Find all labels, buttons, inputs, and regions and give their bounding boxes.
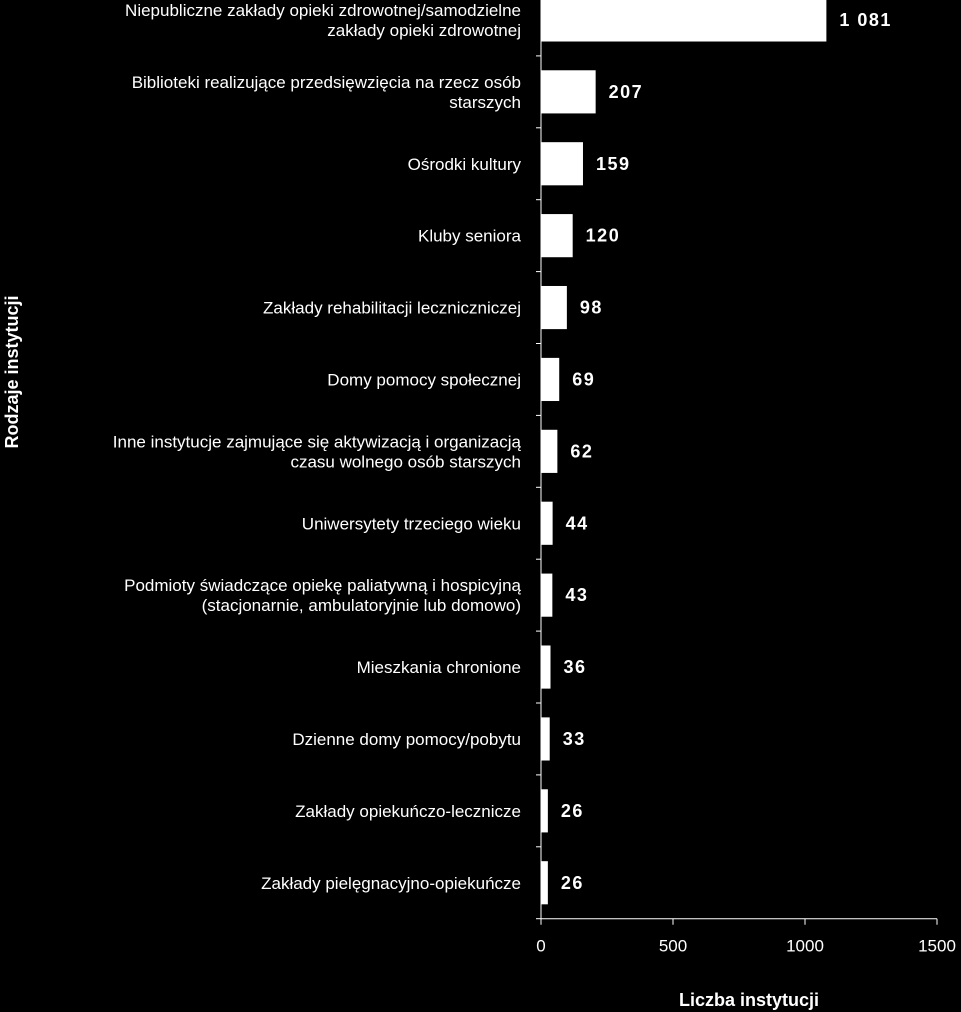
category-label: Podmioty świadczące opiekę paliatywną i … <box>124 576 521 615</box>
bar <box>541 861 548 905</box>
category-label: Zakłady rehabilitacji leczniczniczej <box>263 299 521 318</box>
category-label: Dzienne domy pomocy/pobytu <box>292 730 521 749</box>
category-label-line: Zakłady rehabilitacji leczniczniczej <box>263 299 521 318</box>
value-label: 26 <box>561 801 584 821</box>
bar <box>541 285 567 330</box>
bar <box>541 357 560 402</box>
value-label: 69 <box>572 369 595 389</box>
category-label: Biblioteki realizujące przedsięwzięcia n… <box>132 73 521 112</box>
category-label-line: Ośrodki kultury <box>408 155 522 174</box>
bar <box>541 789 548 833</box>
category-label: Niepubliczne zakłady opieki zdrowotnej/s… <box>125 1 521 40</box>
value-labels: 1 081 207 159 120 98 69 62 44 43 36 33 26 26 <box>561 10 892 893</box>
value-label: 36 <box>564 657 587 677</box>
bar <box>541 573 553 617</box>
bar <box>541 717 550 761</box>
axis-layer <box>540 0 937 920</box>
category-label-line: Podmioty świadczące opiekę paliatywną i … <box>124 576 521 595</box>
category-label: Mieszkania chronione <box>357 658 521 677</box>
value-label: 62 <box>570 441 593 461</box>
category-label-line: czasu wolnego osób starszych <box>290 452 521 471</box>
bars-layer <box>541 0 827 905</box>
category-label-line: Niepubliczne zakłady opieki zdrowotnej/s… <box>125 1 521 20</box>
category-label: Zakłady pielęgnacyjno-opiekuńcze <box>261 874 521 893</box>
category-label-line: zakłady opieki zdrowotnej <box>327 21 521 40</box>
category-label-line: Mieszkania chronione <box>357 658 521 677</box>
x-tick-label: 0 <box>536 937 545 956</box>
category-label: Uniwersytety trzeciego wieku <box>302 514 521 533</box>
bar <box>541 214 573 258</box>
bar <box>541 645 551 689</box>
x-tick-label: 500 <box>659 937 687 956</box>
category-label-line: Kluby seniora <box>418 227 522 246</box>
category-label-line: Dzienne domy pomocy/pobytu <box>292 730 521 749</box>
bar <box>541 70 596 114</box>
bar <box>541 0 827 42</box>
value-label: 98 <box>580 298 603 318</box>
x-axis-title: Liczba instytucji <box>679 990 819 1010</box>
category-label: Inne instytucje zajmujące się aktywizacj… <box>113 432 522 471</box>
category-label-line: Inne instytucje zajmujące się aktywizacj… <box>113 432 522 451</box>
value-label: 44 <box>566 513 589 533</box>
value-label: 159 <box>596 154 631 174</box>
x-ticks: 0 500 1000 1500 <box>536 55 956 956</box>
x-tick-label: 1500 <box>918 937 956 956</box>
category-label: Ośrodki kultury <box>408 155 522 174</box>
x-tick-label: 1000 <box>786 937 824 956</box>
category-label-line: (stacjonarnie, ambulatoryjnie lub domowo… <box>202 596 521 615</box>
category-label-line: starszych <box>449 93 521 112</box>
category-label: Kluby seniora <box>418 227 522 246</box>
category-label: Zakłady opiekuńczo-lecznicze <box>295 802 521 821</box>
category-label-line: Biblioteki realizujące przedsięwzięcia n… <box>132 73 521 92</box>
value-label: 207 <box>609 82 644 102</box>
y-axis-title: Rodzaje instytucji <box>2 295 22 448</box>
category-label-line: Zakłady opiekuńczo-lecznicze <box>295 802 521 821</box>
category-label-line: Zakłady pielęgnacyjno-opiekuńcze <box>261 874 521 893</box>
value-label: 33 <box>563 729 586 749</box>
category-label-line: Uniwersytety trzeciego wieku <box>302 514 521 533</box>
value-label: 26 <box>561 873 584 893</box>
bar <box>541 429 558 473</box>
value-label: 43 <box>565 585 588 605</box>
value-label: 1 081 <box>839 10 892 30</box>
value-label: 120 <box>586 226 621 246</box>
bar <box>541 501 553 545</box>
category-labels: Niepubliczne zakłady opieki zdrowotnej/s… <box>113 1 522 893</box>
category-label-line: Domy pomocy społecznej <box>327 370 521 389</box>
bar <box>541 142 583 186</box>
category-label: Domy pomocy społecznej <box>327 370 521 389</box>
